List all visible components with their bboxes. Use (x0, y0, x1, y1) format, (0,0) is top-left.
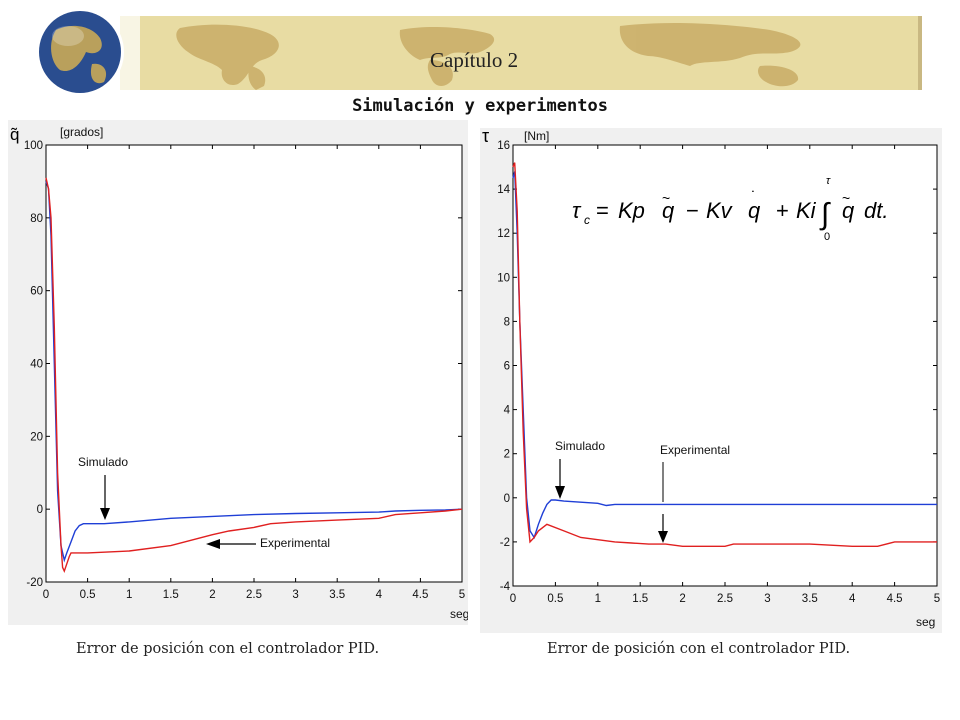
y-symbol: q̃ (10, 125, 19, 144)
y-axis-label: [Nm] (524, 129, 549, 143)
x-tick-label: 3 (764, 593, 770, 605)
y-tick-label: 4 (504, 405, 511, 417)
svg-text:+: + (776, 198, 789, 223)
control-law-equation: τ c = Kp q ~ − Kv q ˙ + Ki ∫ τ 0 q ~ dt. (572, 175, 888, 243)
x-tick-label: 4 (376, 589, 383, 601)
caption-right: Error de posición con el controlador PID… (547, 641, 851, 657)
x-tick-label: 4.5 (412, 589, 428, 601)
y-tick-label: -2 (500, 537, 510, 549)
annotation-experimental: Experimental (206, 536, 330, 550)
svg-text:c: c (584, 213, 590, 227)
y-tick-label: 10 (497, 272, 510, 284)
svg-text:0: 0 (824, 231, 830, 243)
x-tick-label: 3 (292, 589, 298, 601)
y-tick-label: 100 (24, 140, 43, 152)
y-tick-label: 0 (504, 493, 510, 505)
y-tick-label: 60 (30, 286, 43, 298)
y-tick-label: 14 (497, 184, 510, 196)
svg-text:Kv: Kv (706, 198, 734, 223)
x-tick-label: 0.5 (547, 593, 563, 605)
x-tick-label: 4.5 (887, 593, 903, 605)
svg-text:=: = (596, 198, 609, 223)
annotation-experimental-label: Experimental (660, 443, 730, 457)
chart-panel-right: τ [Nm] seg -4 -2 0 2 4 6 8 10 12 14 16 0 0.5 1 1.5 2 2.… (480, 126, 942, 633)
series-line-experimental (45, 177, 463, 573)
x-tick-label: 2 (679, 593, 685, 605)
annotation-simulado: Simulado (555, 439, 605, 499)
x-tick-label: 1.5 (163, 589, 179, 601)
annotation-experimental-label: Experimental (260, 536, 330, 550)
x-axis-label: seg (450, 607, 468, 621)
svg-text:~: ~ (842, 190, 850, 206)
svg-text:q: q (748, 198, 761, 223)
svg-text:Kp: Kp (618, 198, 645, 223)
svg-text:q: q (842, 198, 855, 223)
annotation-simulado-label: Simulado (78, 455, 128, 469)
y-tick-label: 80 (30, 213, 43, 225)
svg-text:Ki: Ki (796, 198, 817, 223)
x-tick-label: 3.5 (329, 589, 345, 601)
y-tick-label: 8 (504, 316, 510, 328)
x-tick-label: 3.5 (802, 593, 818, 605)
annotation-experimental: Experimental (658, 443, 730, 543)
chart-panel-left: q̃ [grados] seg -20 0 20 40 60 80 100 0 0.5 1 1.5… (8, 120, 469, 625)
svg-text:∫: ∫ (819, 198, 831, 231)
globe-icon (36, 8, 124, 96)
x-axis-label: seg (916, 615, 935, 629)
x-tick-label: 4 (849, 593, 856, 605)
y-tick-label: 2 (504, 449, 510, 461)
x-tick-label: 2 (209, 589, 215, 601)
x-tick-label: 1 (595, 593, 601, 605)
y-tick-label: 0 (37, 504, 43, 516)
svg-text:−: − (686, 198, 699, 223)
x-tick-label: 5 (459, 589, 465, 601)
svg-text:τ: τ (826, 175, 831, 187)
torque-chart: τ [Nm] seg -4 -2 0 2 4 6 8 10 12 14 16 0 0.5 1 1.5 2 2.… (482, 126, 940, 629)
annotation-simulado-label: Simulado (555, 439, 605, 453)
header-banner (36, 8, 922, 96)
y-symbol: τ (482, 128, 489, 146)
x-tick-label: 2.5 (717, 593, 733, 605)
x-tick-label: 2.5 (246, 589, 262, 601)
y-tick-label: 16 (497, 140, 510, 152)
svg-text:~: ~ (662, 190, 670, 206)
y-tick-label: 6 (504, 361, 510, 373)
x-tick-label: 1 (126, 589, 132, 601)
plot-area (45, 144, 463, 583)
series-line-simulado (45, 181, 463, 563)
svg-text:q: q (662, 198, 675, 223)
series-line-experimental (512, 162, 937, 547)
svg-text:˙: ˙ (751, 189, 756, 206)
chapter-title: Capítulo 2 (430, 48, 519, 72)
y-tick-label: 12 (497, 228, 510, 240)
svg-text:τ: τ (572, 198, 582, 223)
x-tick-label: 5 (934, 593, 940, 605)
y-tick-label: -4 (500, 581, 511, 593)
x-tick-label: 0 (510, 593, 516, 605)
y-tick-label: 40 (30, 359, 43, 371)
plot-area (512, 144, 938, 587)
svg-text:dt.: dt. (864, 198, 888, 223)
y-tick-label: 20 (30, 431, 43, 443)
section-title: Simulación y experimentos (352, 96, 608, 116)
x-tick-label: 0.5 (80, 589, 96, 601)
y-axis-label: [grados] (60, 125, 103, 139)
annotation-simulado: Simulado (78, 455, 128, 520)
x-tick-label: 1.5 (632, 593, 648, 605)
caption-left: Error de posición con el controlador PID… (76, 641, 380, 657)
x-tick-label: 0 (43, 589, 49, 601)
world-map (176, 23, 801, 90)
y-tick-label: -20 (26, 577, 43, 589)
